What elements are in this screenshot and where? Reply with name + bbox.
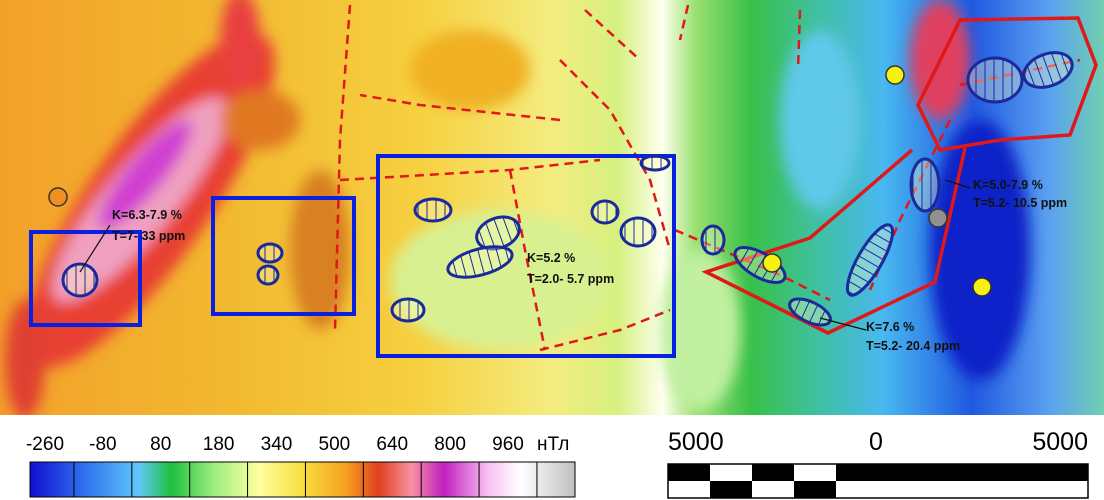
annotation: K=5.0-7.9 %: [973, 178, 1043, 192]
magnetic-field-map-part-part: [780, 30, 860, 210]
hatched-bodies-part: [258, 244, 282, 262]
sample-points-part: [973, 278, 991, 296]
scale-cell: [794, 481, 836, 498]
legend-tick-label: 180: [203, 434, 235, 455]
sample-points-part: [929, 209, 947, 227]
sample-points-part: [49, 188, 67, 206]
hatched-bodies-part: [621, 218, 655, 246]
legend-tick-label: 500: [319, 434, 351, 455]
annotation: T=5.2- 10.5 ppm: [973, 196, 1067, 210]
annotation: T=2.0- 5.7 ppm: [527, 272, 614, 286]
map-figure: K=6.3-7.9 % T=7- 33 ppm K=5.2 % T=2.0- 5…: [0, 0, 1104, 500]
scale-cell: [878, 481, 1088, 498]
hatched-bodies-part: [63, 264, 97, 296]
color-bar: [30, 462, 575, 497]
scale-cell: [710, 481, 752, 498]
legend-tick-label: -260: [26, 434, 64, 455]
scale-checks: [668, 464, 1088, 498]
hatched-bodies-part: [968, 58, 1022, 102]
hatched-bodies-part: [258, 266, 278, 284]
legend-unit: нТл: [537, 434, 569, 455]
magnetic-field-map-part-part: [220, 90, 300, 150]
hatched-bodies-part: [702, 226, 724, 254]
sample-points-part: [763, 254, 781, 272]
scale-cell: [668, 464, 710, 481]
scale-cell: [752, 464, 794, 481]
hatched-bodies-part: [641, 156, 669, 170]
annotation: T=7- 33 ppm: [112, 229, 185, 243]
scale-cell: [878, 464, 1088, 481]
legend-tick-label: 800: [434, 434, 466, 455]
magnetic-field-map-part-part: [410, 30, 530, 110]
legend-tick-label: 960: [492, 434, 524, 455]
hatched-bodies-part: [592, 201, 618, 223]
legend-tick-label: 340: [261, 434, 293, 455]
scale-cell: [668, 481, 710, 498]
scale-label: 0: [869, 428, 883, 456]
scale-cell: [836, 481, 878, 498]
magnetic-field-map-part-part: [5, 300, 45, 420]
magnetic-field-map-part-part: [290, 170, 350, 330]
annotation: T=5.2- 20.4 ppm: [866, 339, 960, 353]
scale-cell: [752, 481, 794, 498]
scale-cell: [836, 464, 878, 481]
scale-label: 5000: [1032, 428, 1088, 456]
scale-label: 5000: [668, 428, 724, 456]
hatched-bodies-part: [911, 159, 939, 211]
scale-cell: [794, 464, 836, 481]
annotation: K=5.2 %: [527, 251, 575, 265]
legend-tick-label: 640: [376, 434, 408, 455]
sample-points-part: [886, 66, 904, 84]
hatched-bodies-part: [392, 299, 424, 321]
hatched-bodies-part: [415, 199, 451, 221]
color-legend: -260 -80 80 180 340 500 640 800 960 нТл: [26, 434, 575, 497]
annotation: K=7.6 %: [866, 320, 914, 334]
legend-tick-label: 80: [150, 434, 171, 455]
annotation: K=6.3-7.9 %: [112, 208, 182, 222]
legend-tick-label: -80: [89, 434, 116, 455]
scale-bar: 5000 0 5000: [668, 428, 1088, 498]
scale-cell: [710, 464, 752, 481]
